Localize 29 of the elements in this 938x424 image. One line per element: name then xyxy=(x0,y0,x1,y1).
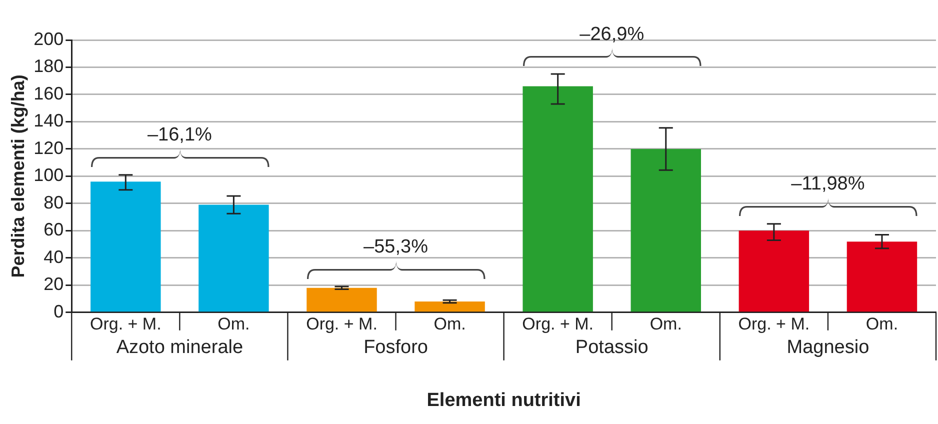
y-tick-label: 200 xyxy=(34,28,64,49)
y-tick-label: 100 xyxy=(34,165,64,186)
y-tick-label: 0 xyxy=(54,301,64,322)
text: Org. + M. xyxy=(90,314,162,334)
series-label: Org. + M. xyxy=(306,314,378,334)
text: Om. xyxy=(866,314,898,334)
x-axis-title: Elementi nutritivi xyxy=(426,390,581,411)
y-axis-title: Perdita elementi (kg/ha) xyxy=(8,74,28,278)
text: Org. + M. xyxy=(522,314,594,334)
y-tick-label: 20 xyxy=(44,274,64,294)
y-tick-label: 140 xyxy=(34,110,64,131)
x-tick-label: Magnesio xyxy=(786,337,870,358)
annotation: –16,1% xyxy=(147,124,212,146)
series-label: Om. xyxy=(218,314,250,334)
annotation: –55,3% xyxy=(364,236,428,258)
x-tick-label: Potassio xyxy=(575,337,648,358)
y-tick-label: 180 xyxy=(34,56,64,76)
y-tick-label: 60 xyxy=(44,220,64,240)
y-tick-label: 80 xyxy=(44,192,64,212)
y-tick-label: 160 xyxy=(34,83,64,104)
text: Om. xyxy=(650,314,682,334)
x-tick-label: Fosforo xyxy=(364,337,428,358)
x-tick-label: Azoto minerale xyxy=(116,337,244,358)
text: Om. xyxy=(434,314,466,334)
annotation: –26,9% xyxy=(580,24,644,45)
text: Org. + M. xyxy=(738,314,810,334)
y-tick-label: 40 xyxy=(44,246,64,267)
annotation: –11,98% xyxy=(791,174,865,195)
y-tick-label: 120 xyxy=(34,138,64,158)
